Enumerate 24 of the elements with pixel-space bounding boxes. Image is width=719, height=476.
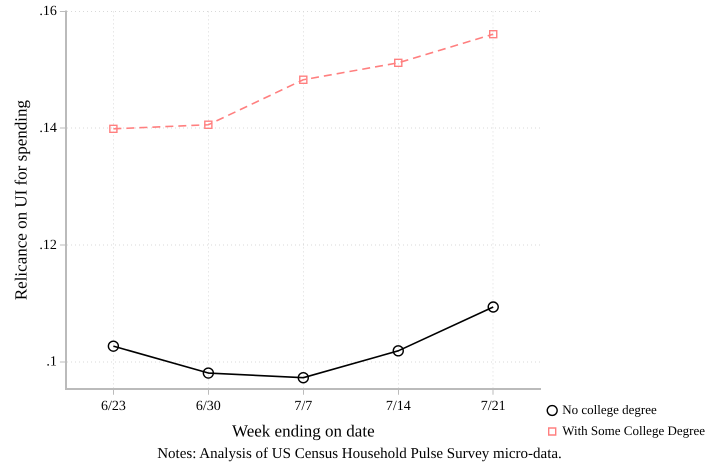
text: Notes: Analysis of US Census Household Pulse Survey micro-data. [156, 446, 563, 463]
x-tick-label: 6/30 [196, 398, 221, 414]
y-axis-title: Relicance on UI for spending [12, 100, 31, 300]
point [392, 345, 404, 357]
point [108, 340, 120, 352]
y-tick-label: .16 [39, 4, 57, 20]
legend-label: With Some College Degree [562, 422, 706, 438]
x-axis-title: Week ending on date [232, 421, 375, 440]
x-tick-label: 7/21 [480, 398, 506, 414]
y-tick-label: .12 [39, 238, 57, 253]
x-tick-label: 7/14 [386, 398, 411, 414]
point [488, 301, 499, 313]
point [202, 367, 214, 379]
x-tick-label: 6/23 [100, 398, 126, 414]
point [109, 124, 118, 134]
point [204, 120, 213, 129]
y-tick-label: .1 [46, 354, 57, 370]
x-tick-label: 7/7 [294, 398, 312, 414]
point [299, 76, 308, 84]
y-tick-label: .14 [39, 120, 57, 136]
point [298, 372, 309, 384]
point [488, 30, 498, 38]
point [394, 58, 402, 68]
legend-label: No college degree [562, 402, 657, 417]
